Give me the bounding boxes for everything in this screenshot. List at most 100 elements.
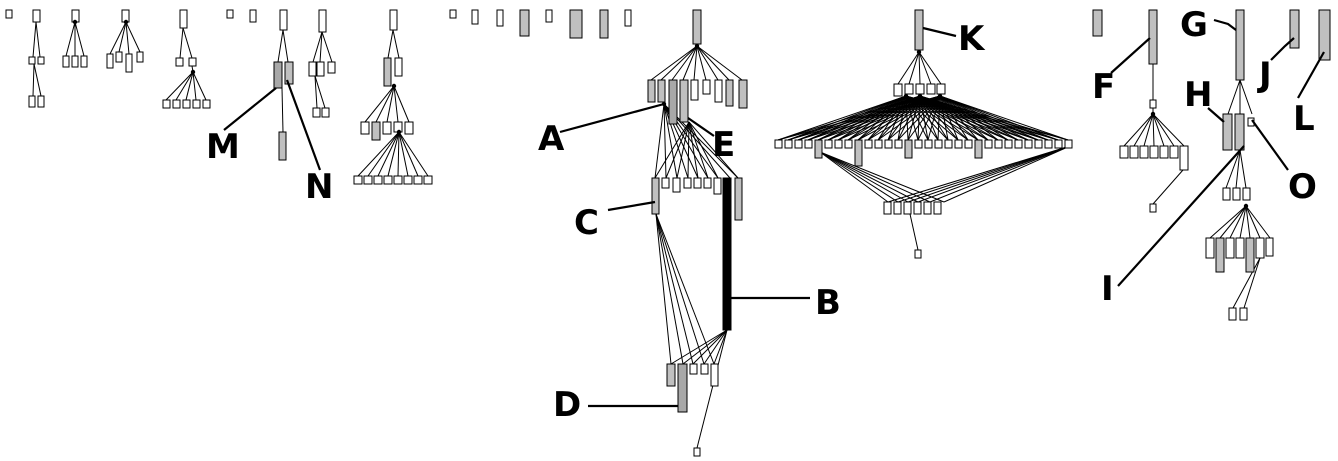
tree-edge [392,29,400,59]
tree-node [404,121,414,135]
tree-edge [696,45,743,81]
tree-edge [937,95,941,141]
tree-node [974,139,983,159]
tree-node [913,201,922,215]
tree-edge [887,145,1071,203]
label-g: G [1180,5,1208,45]
tree-node [383,57,392,87]
tree-edge [192,71,207,101]
tree-edge [1227,79,1241,115]
tree-node [1255,237,1265,259]
tree-edge [655,213,684,365]
tree-node [722,177,732,331]
callout-leader [559,102,665,134]
tree-node [80,55,88,68]
tree-edge [1123,113,1154,147]
tree-edge [398,131,429,177]
tree-node [702,79,711,95]
tree-node [312,107,321,118]
tree-edge [917,145,1071,203]
tree-node [389,9,398,31]
tree-edge [819,151,899,203]
tree-edge [35,21,41,58]
tree-node [172,99,181,109]
tree-node [844,139,853,149]
tree-edge [663,103,667,179]
label-d: D [553,385,581,425]
tree-node [115,51,123,63]
tree-edge [929,145,1071,203]
tree-edge [817,95,907,141]
tree-node [794,139,803,149]
callout-leader [1117,145,1245,287]
tree-edge [277,29,284,63]
branch-point [937,93,943,99]
tree-node [734,177,743,221]
tree-node [28,95,36,108]
tree-node [1289,9,1300,49]
tree-edge [827,95,907,141]
tree-edge [797,95,907,141]
tree-node [903,201,912,215]
tree-edge [660,45,698,81]
tree-edge [182,27,193,59]
tree-node [657,79,666,103]
tree-edge [319,31,323,63]
tree-node [373,175,383,185]
tree-node [599,9,609,39]
branch-point [694,43,700,49]
tree-edge [663,103,678,179]
tree-node [321,107,330,118]
tree-node [62,55,70,68]
tree-edge [314,75,326,109]
tree-node [738,79,748,109]
tree-edge [670,329,728,365]
tree-node [661,177,670,189]
tree-edge [663,103,689,179]
tree-edge [713,329,728,365]
label-b: B [815,283,841,323]
tree-edge [1152,113,1155,147]
tree-node [71,55,79,68]
tree-edge [837,95,941,141]
tree-edge [909,213,919,251]
tree-edge [1152,113,1175,147]
tree-node [226,9,234,19]
tree-node [693,177,702,189]
tree-node [923,201,932,215]
tree-node [308,61,317,77]
tree-node [363,175,373,185]
tree-edge [282,29,289,63]
tree-edge [32,21,37,58]
tree-edge [33,63,42,97]
tree-node [1004,139,1013,149]
tree-node [519,9,530,37]
callout-leader [285,79,322,171]
tree-edge [367,131,400,177]
tree-edge [692,329,728,365]
tree-node [1148,9,1158,65]
tree-edge [65,21,76,57]
tree-edge [819,151,909,203]
tree-edge [397,131,400,177]
tree-node [382,121,392,135]
tree-edge [696,45,730,81]
tree-node [1159,145,1169,159]
tree-edge [281,87,284,133]
tree-edge [1143,113,1154,147]
label-o: O [1288,167,1317,207]
edges-layer [32,21,1271,449]
tree-node [37,95,45,108]
tree-edge [927,95,941,141]
tree-node [1235,237,1245,259]
tree-edge [787,95,921,141]
tree-node [824,139,833,149]
tree-node [136,51,144,63]
tree-node [904,139,913,159]
tree-node [893,201,902,215]
tree-edge [787,95,907,141]
tree-edge [939,95,1049,141]
callout-leader [1213,18,1237,31]
tree-edge [1245,205,1251,239]
